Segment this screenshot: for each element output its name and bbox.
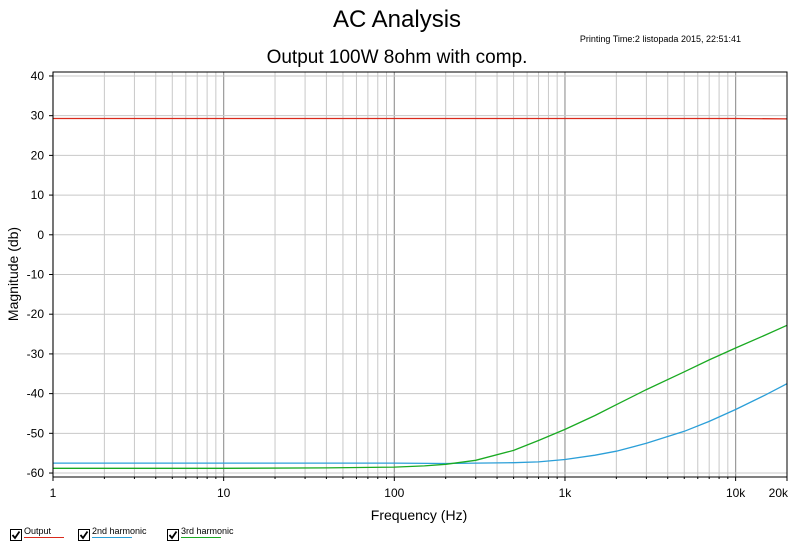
legend-label: 3rd harmonic — [181, 526, 234, 536]
y-tick-label: 10 — [31, 188, 45, 202]
y-tick-label: -40 — [27, 387, 45, 401]
legend-swatch — [181, 537, 221, 538]
legend-swatch — [24, 537, 64, 538]
series-group — [53, 117, 788, 469]
y-tick-label: -60 — [27, 466, 45, 480]
page-title: AC Analysis — [333, 6, 461, 33]
x-tick-label: 10k — [726, 486, 746, 500]
x-tick-label: 1 — [50, 486, 57, 500]
y-tick-label: 0 — [37, 228, 44, 242]
x-tick-label: 20k — [769, 486, 789, 500]
checkbox-output[interactable] — [10, 529, 22, 541]
legend-label: Output — [24, 526, 52, 536]
x-tick-label: 1k — [559, 486, 573, 500]
checkbox-3rd-harmonic[interactable] — [167, 529, 179, 541]
y-tick-label: 20 — [31, 148, 45, 162]
series-line-2 — [53, 324, 788, 469]
plot-frame — [52, 71, 788, 478]
grid — [52, 72, 788, 477]
x-tick-label: 10 — [217, 486, 231, 500]
y-tick-label: -50 — [27, 426, 45, 440]
y-tick-label: -10 — [27, 268, 45, 282]
y-tick-label: -30 — [27, 347, 45, 361]
printing-time: Printing Time:2 listopada 2015, 22:51:41 — [580, 34, 741, 44]
chart-title: Output 100W 8ohm with comp. — [267, 47, 528, 68]
y-axis-label: Magnitude (db) — [5, 227, 21, 321]
legend-label: 2nd harmonic — [92, 526, 147, 536]
x-tick-label: 100 — [384, 486, 404, 500]
checkbox-2nd-harmonic[interactable] — [78, 529, 90, 541]
x-axis-label: Frequency (Hz) — [371, 507, 467, 523]
y-tick-label: 30 — [31, 109, 45, 123]
y-tick-label: 40 — [31, 69, 45, 83]
series-line-1 — [53, 383, 788, 465]
legend-swatch — [92, 537, 132, 538]
y-tick-label: -20 — [27, 307, 45, 321]
